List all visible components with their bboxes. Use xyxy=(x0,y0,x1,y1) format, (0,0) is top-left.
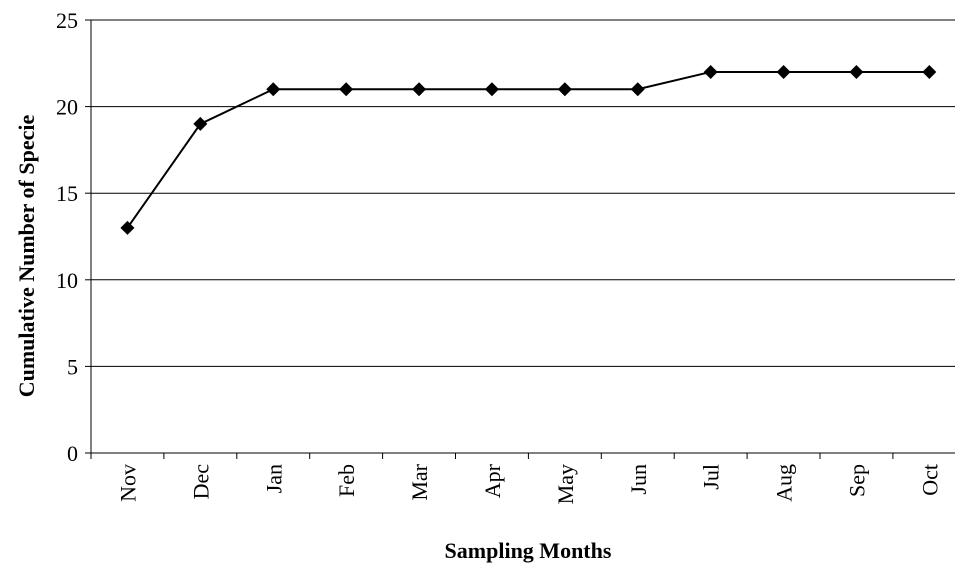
x-tick-label: Oct xyxy=(917,464,942,496)
x-tick-label: Feb xyxy=(334,464,359,497)
x-tick-label: May xyxy=(553,464,578,504)
data-point-nov xyxy=(120,220,135,235)
y-tick-label: 10 xyxy=(56,268,78,293)
x-tick-label: Nov xyxy=(115,464,140,502)
data-point-may xyxy=(557,82,572,97)
y-tick-label: 0 xyxy=(67,441,78,466)
x-tick-label: Apr xyxy=(480,463,505,498)
y-tick-label: 25 xyxy=(56,8,78,33)
x-tick-label: Sep xyxy=(844,464,869,497)
axes xyxy=(85,19,955,459)
x-tick-label: Jun xyxy=(626,464,651,495)
x-axis-title: Sampling Months xyxy=(445,538,612,563)
x-tick-label: Jan xyxy=(261,464,286,493)
x-tick-label: Aug xyxy=(772,464,797,502)
series xyxy=(120,64,937,235)
x-tick-label: Dec xyxy=(188,464,213,500)
x-tick-labels: Nov Dec Jan Feb Mar Apr May Jun Jul Aug Sep Oct xyxy=(115,463,942,504)
data-point-jul xyxy=(703,64,718,79)
x-tick-label: Mar xyxy=(407,463,432,500)
data-point-mar xyxy=(412,82,427,97)
y-tick-label: 20 xyxy=(56,95,78,120)
data-point-dec xyxy=(193,116,208,131)
data-point-feb xyxy=(339,82,354,97)
y-tick-label: 15 xyxy=(56,181,78,206)
data-point-jan xyxy=(266,82,281,97)
y-tick-label: 5 xyxy=(67,354,78,379)
y-tick-labels: 0 5 10 15 20 25 xyxy=(56,8,78,466)
y-axis-title: Cumulative Number of Specie xyxy=(14,115,39,398)
data-point-jun xyxy=(630,82,645,97)
data-point-oct xyxy=(922,64,937,79)
data-point-sep xyxy=(849,64,864,79)
data-point-aug xyxy=(776,64,791,79)
x-tick-label: Jul xyxy=(699,464,724,490)
data-point-apr xyxy=(484,82,499,97)
series-line xyxy=(126,70,930,229)
